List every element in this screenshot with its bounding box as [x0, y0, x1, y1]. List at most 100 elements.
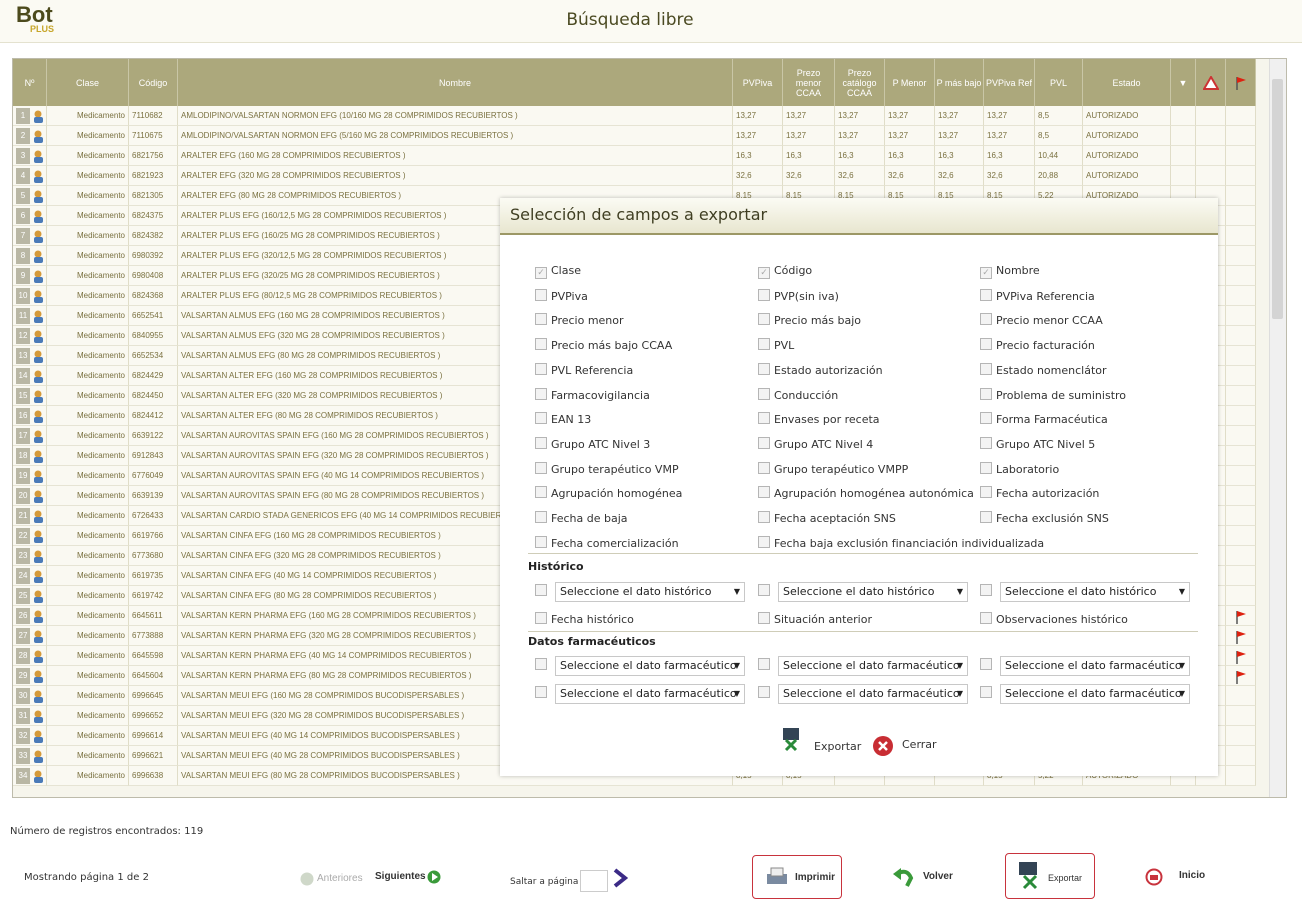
- export-field[interactable]: PVPiva Referencia: [980, 289, 1095, 304]
- checkbox[interactable]: [758, 686, 770, 698]
- checkbox[interactable]: [758, 412, 770, 424]
- select-field[interactable]: Seleccione el dato farmacéutico▼: [758, 656, 968, 674]
- export-field[interactable]: Grupo ATC Nivel 3: [535, 437, 650, 452]
- dropdown[interactable]: Seleccione el dato farmacéutico▼: [555, 684, 745, 704]
- export-field[interactable]: PVL Referencia: [535, 363, 633, 378]
- checkbox[interactable]: [535, 462, 547, 474]
- checkbox[interactable]: [758, 511, 770, 523]
- checkbox[interactable]: [758, 462, 770, 474]
- checkbox[interactable]: [758, 437, 770, 449]
- export-field[interactable]: Grupo terapéutico VMP: [535, 462, 679, 477]
- export-field[interactable]: Fecha aceptación SNS: [758, 511, 896, 526]
- export-field[interactable]: PVL: [758, 338, 794, 353]
- checkbox[interactable]: [535, 584, 547, 596]
- checkbox[interactable]: [535, 658, 547, 670]
- checkbox[interactable]: [758, 363, 770, 375]
- flag-icon[interactable]: [1226, 59, 1256, 106]
- close-action[interactable]: Cerrar: [872, 735, 894, 761]
- scroll-thumb[interactable]: [1272, 79, 1283, 319]
- export-field[interactable]: Fecha de baja: [535, 511, 628, 526]
- export-field[interactable]: Laboratorio: [980, 462, 1059, 477]
- checkbox[interactable]: [535, 437, 547, 449]
- table-row[interactable]: 2Medicamento7110675AMLODIPINO/VALSARTAN …: [13, 126, 1269, 146]
- checkbox[interactable]: [758, 536, 770, 548]
- table-row[interactable]: 3Medicamento6821756ARALTER EFG (160 MG 2…: [13, 146, 1269, 166]
- checkbox[interactable]: ✓: [535, 267, 547, 279]
- page-input[interactable]: [580, 870, 608, 892]
- export-field[interactable]: PVP(sin iva): [758, 289, 839, 304]
- checkbox[interactable]: [535, 511, 547, 523]
- checkbox[interactable]: [980, 486, 992, 498]
- export-field[interactable]: Fecha exclusión SNS: [980, 511, 1109, 526]
- checkbox[interactable]: [535, 612, 547, 624]
- warning-icon[interactable]: [1196, 59, 1226, 106]
- column-header[interactable]: PVPiva Ref: [984, 59, 1035, 106]
- scrollbar[interactable]: [1269, 59, 1286, 797]
- checkbox[interactable]: [758, 289, 770, 301]
- checkbox[interactable]: [980, 658, 992, 670]
- select-field[interactable]: Seleccione el dato farmacéutico▼: [758, 684, 968, 702]
- checkbox[interactable]: [758, 584, 770, 596]
- export-field[interactable]: Grupo terapéutico VMPP: [758, 462, 908, 477]
- select-field[interactable]: Seleccione el dato farmacéutico▼: [535, 656, 745, 674]
- dropdown[interactable]: Seleccione el dato histórico▼: [778, 582, 968, 602]
- dropdown[interactable]: Seleccione el dato histórico▼: [1000, 582, 1190, 602]
- checkbox[interactable]: [535, 313, 547, 325]
- dropdown[interactable]: Seleccione el dato farmacéutico▼: [778, 656, 968, 676]
- checkbox[interactable]: [758, 612, 770, 624]
- column-header[interactable]: P más bajo: [935, 59, 984, 106]
- select-field[interactable]: Seleccione el dato histórico▼: [758, 582, 968, 600]
- select-field[interactable]: Seleccione el dato farmacéutico▼: [980, 684, 1190, 702]
- checkbox[interactable]: [980, 289, 992, 301]
- select-field[interactable]: Seleccione el dato farmacéutico▼: [535, 684, 745, 702]
- checkbox[interactable]: [535, 289, 547, 301]
- export-field[interactable]: Precio menor: [535, 313, 624, 328]
- export-field[interactable]: Grupo ATC Nivel 4: [758, 437, 873, 452]
- column-header[interactable]: P Menor: [885, 59, 935, 106]
- checkbox[interactable]: [535, 536, 547, 548]
- export-field[interactable]: ✓Nombre: [980, 264, 1040, 279]
- checkbox[interactable]: [758, 313, 770, 325]
- table-row[interactable]: 4Medicamento6821923ARALTER EFG (320 MG 2…: [13, 166, 1269, 186]
- checkbox[interactable]: [980, 686, 992, 698]
- checkbox[interactable]: [980, 462, 992, 474]
- checkbox[interactable]: [758, 338, 770, 350]
- checkbox[interactable]: [980, 363, 992, 375]
- checkbox[interactable]: [758, 486, 770, 498]
- select-field[interactable]: Seleccione el dato histórico▼: [535, 582, 745, 600]
- export-field[interactable]: ✓Código: [758, 264, 812, 279]
- export-field[interactable]: Agrupación homogénea: [535, 486, 682, 501]
- export-field[interactable]: Agrupación homogénea autonómica: [758, 486, 974, 501]
- export-field[interactable]: Precio más bajo CCAA: [535, 338, 672, 353]
- checkbox[interactable]: [535, 338, 547, 350]
- export-field[interactable]: ✓Clase: [535, 264, 581, 279]
- export-field[interactable]: Forma Farmacéutica: [980, 412, 1108, 427]
- column-header[interactable]: Estado: [1083, 59, 1171, 106]
- export-field[interactable]: Grupo ATC Nivel 5: [980, 437, 1095, 452]
- checkbox[interactable]: [980, 511, 992, 523]
- column-header[interactable]: PVPiva: [733, 59, 783, 106]
- export-field[interactable]: Fecha comercialización: [535, 536, 679, 551]
- export-field[interactable]: Problema de suministro: [980, 388, 1126, 403]
- dropdown[interactable]: Seleccione el dato farmacéutico▼: [778, 684, 968, 704]
- select-field[interactable]: Seleccione el dato histórico▼: [980, 582, 1190, 600]
- export-field[interactable]: Fecha autorización: [980, 486, 1099, 501]
- export-field[interactable]: Precio menor CCAA: [980, 313, 1103, 328]
- export-field[interactable]: Observaciones histórico: [980, 612, 1128, 627]
- checkbox[interactable]: [980, 338, 992, 350]
- select-field[interactable]: Seleccione el dato farmacéutico▼: [980, 656, 1190, 674]
- checkbox[interactable]: [535, 412, 547, 424]
- export-action[interactable]: Exportar: [782, 726, 808, 756]
- export-field[interactable]: Situación anterior: [758, 612, 872, 627]
- checkbox[interactable]: [980, 313, 992, 325]
- checkbox[interactable]: [980, 412, 992, 424]
- column-header[interactable]: Código: [129, 59, 178, 106]
- dropdown[interactable]: Seleccione el dato histórico▼: [555, 582, 745, 602]
- dropdown[interactable]: Seleccione el dato farmacéutico▼: [555, 656, 745, 676]
- checkbox[interactable]: [535, 686, 547, 698]
- checkbox[interactable]: [980, 388, 992, 400]
- checkbox[interactable]: [535, 486, 547, 498]
- column-header[interactable]: Nombre: [178, 59, 733, 106]
- checkbox[interactable]: [535, 388, 547, 400]
- export-footer-button[interactable]: Exportar: [1005, 853, 1095, 899]
